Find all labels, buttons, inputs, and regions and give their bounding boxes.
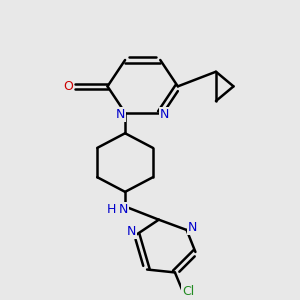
Text: O: O	[63, 80, 73, 93]
Text: H: H	[107, 203, 117, 216]
Text: N: N	[126, 225, 136, 238]
Text: N: N	[119, 203, 128, 216]
Text: N: N	[188, 220, 197, 233]
Text: N: N	[160, 108, 169, 121]
Text: N: N	[116, 108, 125, 121]
Text: Cl: Cl	[182, 285, 194, 298]
